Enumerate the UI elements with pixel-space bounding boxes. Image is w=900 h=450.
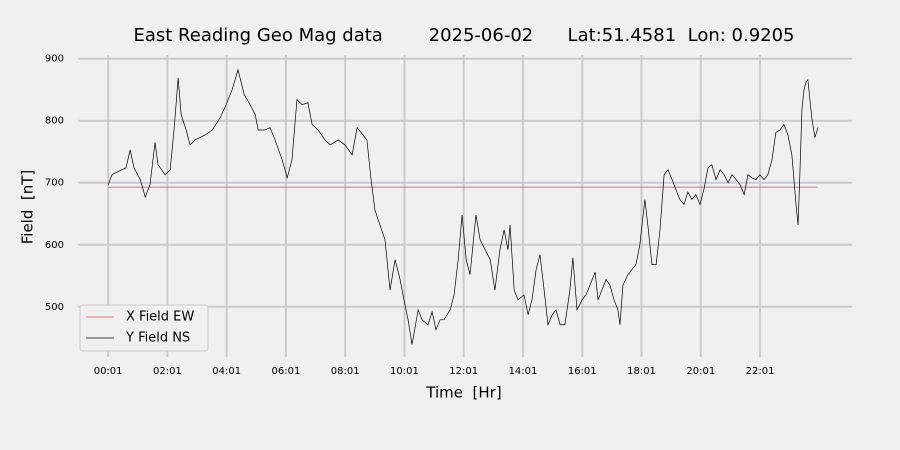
y-axis-label: Field [nT] [19,170,37,245]
x-tick-label: 20:01 [686,366,715,377]
x-tick-label: 12:01 [449,366,478,377]
data-line [107,68,819,345]
legend-box [79,304,209,352]
x-tick-label: 02:01 [153,366,182,377]
x-tick-label: 06:01 [272,366,301,377]
x-tick-label: 08:01 [331,366,360,377]
chart-title: East Reading Geo Mag data 2025-06-02 Lat… [133,25,794,46]
legend-label: X Field EW [126,310,194,325]
y-tick-label: 900 [45,54,64,65]
x-tick-label: 22:01 [746,366,775,377]
x-tick-label: 10:01 [390,366,419,377]
x-tick-label: 18:01 [627,366,656,377]
x-axis-label: Time [Hr] [425,384,501,402]
y-tick-label: 600 [45,240,64,251]
legend-label: Y Field NS [125,331,190,346]
y-tick-label: 800 [45,116,64,127]
y-tick-label: 700 [45,178,64,189]
x-tick-label: 04:01 [212,366,241,377]
x-tick-label: 14:01 [509,366,538,377]
y-tick-label: 500 [45,302,64,313]
x-tick-label: 00:01 [94,366,123,377]
x-tick-label: 16:01 [568,366,597,377]
